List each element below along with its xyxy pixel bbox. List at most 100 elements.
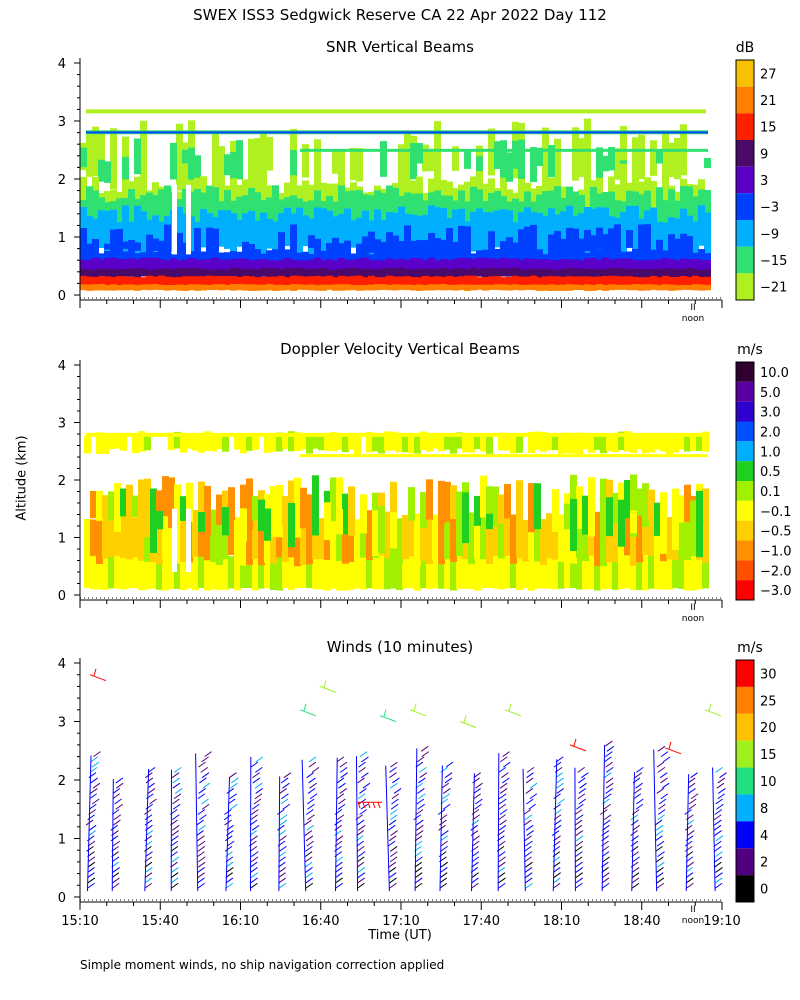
wind-barb xyxy=(357,867,366,873)
wind-barb xyxy=(688,788,696,794)
wind-barb xyxy=(197,835,205,842)
velocity-patch xyxy=(216,511,223,566)
snr-patch-strong xyxy=(578,268,585,279)
snr-patch-mid xyxy=(368,195,375,244)
wind-barb xyxy=(389,772,397,779)
velocity-patch xyxy=(456,432,463,449)
snr-patch-strong xyxy=(362,257,369,271)
velocity-patch xyxy=(498,553,505,590)
velocity-patch xyxy=(366,510,373,560)
snr-patch-strong xyxy=(284,277,291,287)
wind-barb xyxy=(114,798,122,805)
wind-barb xyxy=(305,882,314,889)
wind-barb xyxy=(145,777,154,784)
velocity-patch xyxy=(288,553,295,590)
snr-patch-strong xyxy=(440,240,447,261)
wind-barb xyxy=(524,845,532,852)
wind-barb xyxy=(198,788,206,794)
velocity-patch xyxy=(216,556,223,590)
y-tick-label: 4 xyxy=(58,657,66,672)
velocity-patch xyxy=(444,554,451,590)
wind-barb xyxy=(632,856,640,863)
wind-barb xyxy=(688,798,697,805)
velocity-patch xyxy=(666,553,673,590)
wind-barb xyxy=(388,861,397,868)
snr-patch-strong xyxy=(500,257,507,271)
wind-barb xyxy=(201,798,209,805)
snr-patch-mid xyxy=(686,186,693,232)
y-tick-label: 3 xyxy=(58,417,66,432)
snr-patch-strong xyxy=(422,275,429,287)
x-tick-label: 18:40 xyxy=(623,914,660,929)
wind-barb xyxy=(251,824,260,831)
snr-patch-strong xyxy=(86,253,93,266)
snr-patch-strong xyxy=(212,249,219,266)
velocity-patch xyxy=(354,519,361,562)
snr-patch-strong xyxy=(428,268,435,278)
wind-barb xyxy=(89,766,98,773)
snr-patch-mid xyxy=(356,190,363,230)
snr-patch-mid xyxy=(608,191,615,239)
colorbar-label: 0.1 xyxy=(760,485,781,500)
velocity-patch xyxy=(546,513,553,559)
velocity-patch xyxy=(702,509,709,563)
wind-barb xyxy=(575,861,583,868)
colorbar-swatch xyxy=(736,246,754,274)
snr-patch-strong xyxy=(656,268,663,279)
snr-patch-strong xyxy=(158,249,165,263)
wind-barb xyxy=(528,803,536,810)
snr-patch-strong xyxy=(230,251,237,266)
velocity-patch xyxy=(468,555,475,589)
snr-patch-mid xyxy=(656,187,663,244)
wind-barb xyxy=(440,861,449,868)
wind-barb xyxy=(417,803,425,810)
snr-patch-strong xyxy=(272,249,279,261)
wind-barb-upper xyxy=(319,685,337,693)
wind-barb xyxy=(250,851,259,858)
wind-barb xyxy=(304,830,313,836)
velocity-patch xyxy=(588,554,595,589)
velocity-patch xyxy=(348,513,355,562)
wind-barb xyxy=(278,867,287,873)
velocity-patch xyxy=(168,511,175,566)
wind-barb xyxy=(87,840,96,847)
wind-barb xyxy=(112,793,120,800)
snr-patch-strong xyxy=(692,269,699,279)
snr-patch-strong xyxy=(596,268,603,278)
wind-barb xyxy=(359,751,368,758)
colorbar-swatch xyxy=(736,273,754,300)
wind-barb xyxy=(575,872,583,879)
y-tick-label: 2 xyxy=(58,774,66,789)
snr-patch-strong xyxy=(182,285,189,291)
snr-patch-mid xyxy=(98,210,105,248)
velocity-patch xyxy=(240,484,247,526)
snr-patch-weak xyxy=(248,138,255,197)
snr-patch-strong xyxy=(608,275,615,287)
wind-barb xyxy=(524,856,532,863)
snr-patch-weak xyxy=(188,147,195,180)
wind-barb xyxy=(441,830,449,836)
velocity-patch xyxy=(660,555,667,590)
snr-patch-strong xyxy=(260,276,267,286)
snr-patch-mid xyxy=(248,210,255,263)
snr-patch-mid xyxy=(140,211,147,260)
colorbar-swatch xyxy=(736,401,754,422)
velocity-patch xyxy=(696,490,703,558)
velocity-patch xyxy=(168,477,175,528)
velocity-patch xyxy=(438,509,445,565)
velocity-patch xyxy=(450,553,457,591)
wind-barb xyxy=(255,766,263,773)
velocity-patch xyxy=(132,517,139,558)
colorbar-label: 8 xyxy=(760,802,768,817)
wind-barb-strong xyxy=(377,802,381,809)
snr-patch-mid xyxy=(326,210,333,247)
wind-barb xyxy=(306,798,315,805)
velocity-patch xyxy=(138,479,145,536)
snr-patch-strong xyxy=(290,224,297,266)
wind-barb xyxy=(602,819,611,826)
snr-patch-strong xyxy=(338,243,345,254)
colorbar-swatch xyxy=(736,481,754,501)
velocity-patch xyxy=(450,485,457,519)
wind-barb xyxy=(201,772,210,779)
snr-patch-mid xyxy=(158,189,165,229)
